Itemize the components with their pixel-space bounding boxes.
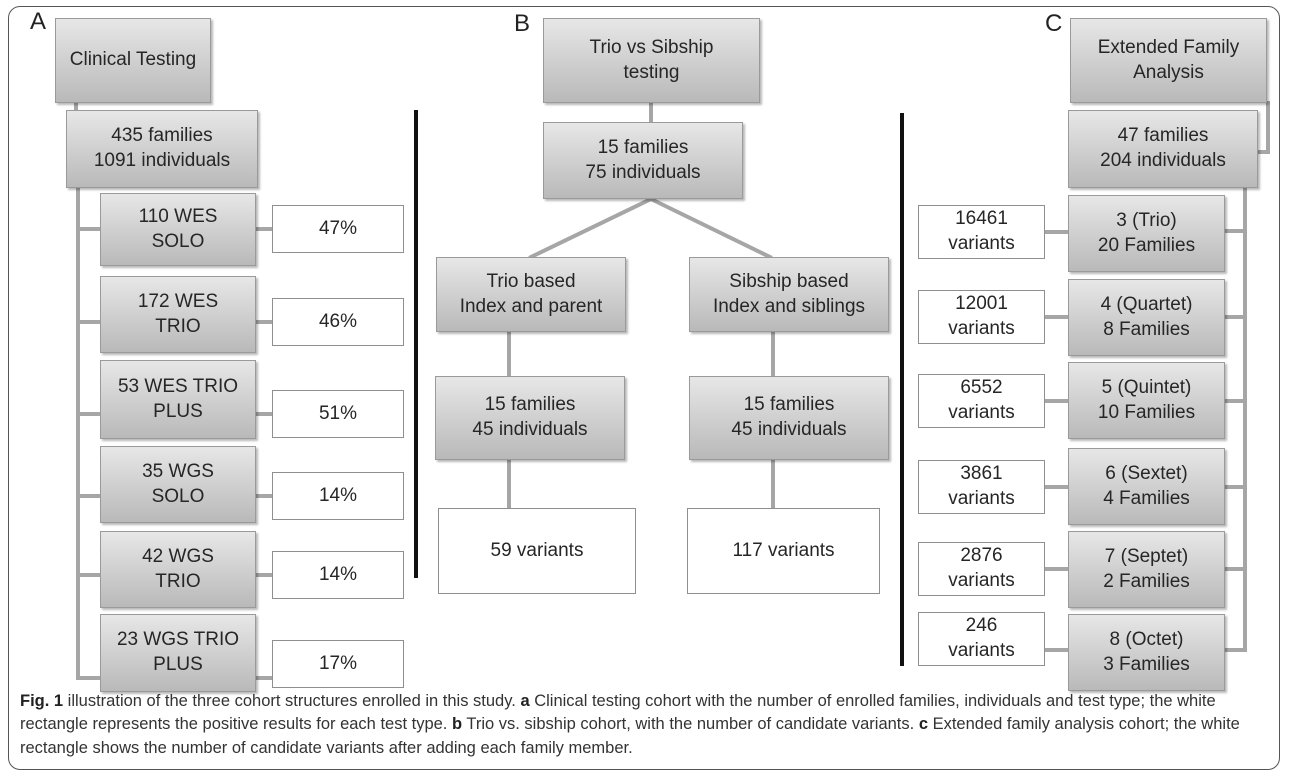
panel-c-summary: 47 families 204 individuals [1068, 110, 1258, 188]
test-result-box: 51% [272, 390, 404, 438]
test-type-box: 42 WGS TRIO [100, 531, 256, 608]
family-group-box: 5 (Quintet) 10 Families [1068, 362, 1225, 439]
test-type-box: 53 WES TRIO PLUS [100, 360, 256, 439]
variant-count-box: 246 variants [918, 612, 1045, 666]
caption-a-text: Clinical testing cohort with the number … [20, 692, 1216, 734]
caption-fig-label: Fig. 1 [20, 692, 64, 710]
family-group-box: 7 (Septet) 2 Families [1068, 531, 1225, 608]
family-group-box: 4 (Quartet) 8 Families [1068, 279, 1225, 356]
panel-c-title: Extended Family Analysis [1070, 18, 1267, 103]
test-result-box: 17% [272, 640, 404, 688]
variant-count-box: 6552 variants [918, 374, 1045, 428]
test-result-box: 46% [272, 298, 404, 346]
caption-b-label: b [451, 715, 463, 734]
test-result-box: 47% [272, 205, 404, 253]
trio-based-box: Trio based Index and parent [436, 257, 626, 332]
variant-count-box: 16461 variants [918, 205, 1045, 259]
family-group-box: 6 (Sextet) 4 Families [1068, 448, 1225, 525]
figure-frame [8, 6, 1280, 770]
caption-c-text: Extended family analysis cohort; the whi… [20, 715, 1240, 757]
panel-b-summary: 15 families 75 individuals [543, 122, 743, 199]
variant-count-box: 2876 variants [918, 542, 1045, 596]
test-result-box: 14% [272, 551, 404, 599]
panel-a-title: Clinical Testing [55, 18, 211, 103]
sibship-based-box: Sibship based Index and siblings [689, 257, 889, 332]
panel-a-summary: 435 families 1091 individuals [66, 110, 258, 188]
sibship-variants-box: 117 variants [687, 508, 880, 594]
family-group-box: 8 (Octet) 3 Families [1068, 614, 1225, 691]
test-type-box: 110 WES SOLO [100, 193, 256, 266]
panel-c-label: C [1045, 10, 1063, 37]
family-group-box: 3 (Trio) 20 Families [1068, 195, 1225, 272]
caption-c-label: c [918, 715, 928, 734]
variant-count-box: 3861 variants [918, 460, 1045, 514]
test-result-box: 14% [272, 472, 404, 520]
test-type-box: 23 WGS TRIO PLUS [100, 614, 256, 692]
panel-a-label: A [30, 8, 47, 35]
divider-left [414, 110, 418, 578]
trio-summary-box: 15 families 45 individuals [435, 376, 625, 460]
divider-right [900, 113, 904, 666]
figure-caption: Fig. 1 illustration of the three cohort … [20, 690, 1270, 760]
test-type-box: 172 WES TRIO [100, 276, 256, 353]
caption-a-label: a [520, 692, 530, 710]
caption-intro: illustration of the three cohort structu… [63, 692, 521, 710]
test-type-box: 35 WGS SOLO [100, 446, 256, 523]
sibship-summary-box: 15 families 45 individuals [689, 376, 889, 460]
caption-b-text: Trio vs. sibship cohort, with the number… [462, 715, 919, 734]
trio-variants-box: 59 variants [438, 508, 636, 594]
panel-b-title: Trio vs Sibship testing [543, 18, 760, 103]
panel-b-label: B [514, 10, 531, 37]
variant-count-box: 12001 variants [918, 290, 1045, 344]
